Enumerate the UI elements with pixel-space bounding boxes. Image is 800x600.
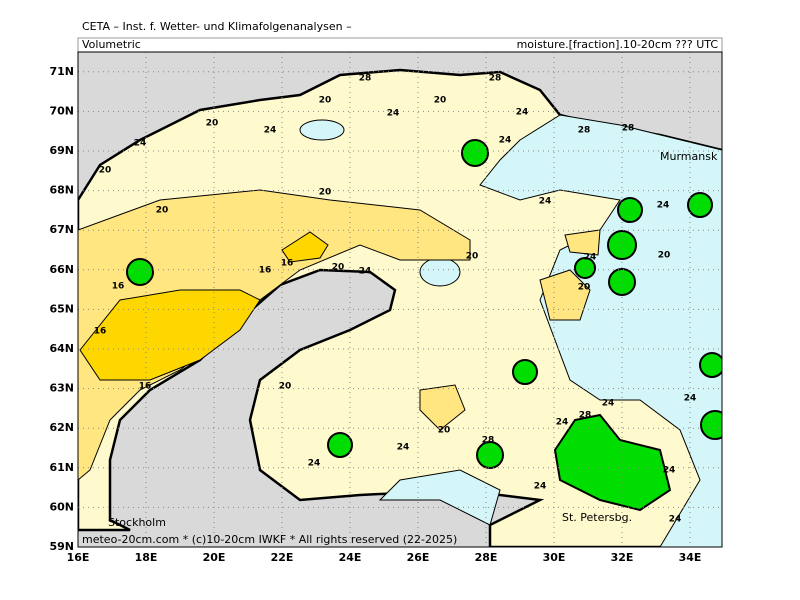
lat-tick-label: 64N: [49, 342, 74, 355]
lat-tick-label: 66N: [49, 263, 74, 276]
wet-zone: [299, 119, 345, 141]
contour-label: 24: [308, 459, 321, 469]
contour-label: 20: [156, 206, 169, 216]
contour-label: 20: [658, 251, 671, 261]
wet-zone: [378, 469, 501, 526]
institute-title: CETA – Inst. f. Wetter- und Klimafolgena…: [82, 20, 352, 33]
contour-label: 24: [663, 466, 676, 476]
lon-tick-label: 24E: [339, 551, 362, 564]
contour-label: 28: [359, 74, 372, 84]
wet-zone: [479, 114, 722, 547]
place-label: Stockholm: [108, 516, 166, 529]
contour-label: 16: [94, 327, 107, 337]
lat-tick-label: 68N: [49, 184, 74, 197]
contour-label: 28: [579, 411, 592, 421]
contour-label: 24: [602, 399, 615, 409]
lat-tick-label: 67N: [49, 223, 74, 236]
saturated-spots: [126, 139, 722, 512]
contour-label: 24: [499, 136, 512, 146]
place-label: Murmansk: [660, 150, 718, 163]
very-dry-zone: [281, 231, 329, 263]
contour-label: 24: [669, 515, 682, 525]
lat-tick-label: 65N: [49, 302, 74, 315]
contour-label: 16: [112, 282, 125, 292]
contour-labels: 28 28 20 20 24 24 20 24 28 28 24 24 20 20 24 20 24 20 16 16…: [94, 74, 697, 525]
field-label: moisture.[fraction].10-20cm ??? UTC: [517, 38, 719, 51]
place-label: St. Petersbg.: [562, 511, 632, 524]
dry-zone: [78, 189, 471, 481]
contour-label: 16: [281, 259, 294, 269]
contour-label: 20: [279, 382, 292, 392]
contour-label: 20: [206, 119, 219, 129]
lat-tick-label: 60N: [49, 500, 74, 513]
graticule: 16E 18E 20E 22E 24E 26E 28E 30E 32E 34E 59N 60N 61N 6…: [49, 52, 722, 564]
contour-label: 24: [264, 126, 277, 136]
contour-label: 20: [99, 166, 112, 176]
contour-label: 24: [359, 267, 372, 277]
contour-label: 28: [489, 74, 502, 84]
map-frame: [77, 51, 723, 548]
lon-tick-label: 22E: [271, 551, 294, 564]
lon-tick-label: 34E: [679, 551, 702, 564]
contour-label: 24: [387, 109, 400, 119]
contour-label: 20: [438, 426, 451, 436]
lat-tick-label: 61N: [49, 461, 74, 474]
contour-label: 24: [397, 443, 410, 453]
lon-tick-label: 18E: [135, 551, 158, 564]
lon-tick-label: 32E: [611, 551, 634, 564]
lat-tick-label: 70N: [49, 104, 74, 117]
lon-tick-label: 28E: [475, 551, 498, 564]
dry-zone: [564, 229, 601, 256]
lon-tick-label: 30E: [543, 551, 566, 564]
contour-label: 20: [319, 188, 332, 198]
contour-label: 28: [482, 436, 495, 446]
contour-label: 16: [259, 266, 272, 276]
contour-label: 24: [539, 197, 552, 207]
contour-label: 24: [584, 253, 597, 263]
lat-tick-label: 59N: [49, 540, 74, 553]
contour-label: 28: [578, 126, 591, 136]
contour-label: 24: [516, 108, 529, 118]
contour-label: 24: [684, 394, 697, 404]
dry-zone: [539, 269, 591, 321]
map-area: [78, 52, 722, 547]
contour-label: 20: [332, 263, 345, 273]
contour-label: 24: [534, 482, 547, 492]
lon-tick-label: 20E: [203, 551, 226, 564]
lon-tick-label: 26E: [407, 551, 430, 564]
contour-label: 24: [134, 139, 147, 149]
contour-label: 16: [139, 382, 152, 392]
lat-tick-label: 62N: [49, 421, 74, 434]
wet-zone: [419, 257, 461, 287]
contour-label: 20: [434, 96, 447, 106]
lat-tick-label: 63N: [49, 382, 74, 395]
very-dry-zone: [79, 289, 261, 381]
lat-tick-label: 71N: [49, 65, 74, 78]
lon-tick-label: 16E: [67, 551, 90, 564]
dry-zone: [419, 384, 466, 431]
contour-label: 28: [622, 124, 635, 134]
contour-label: 20: [578, 283, 591, 293]
contour-label: 24: [556, 418, 569, 428]
lat-tick-label: 69N: [49, 144, 74, 157]
contour-label: 20: [319, 96, 332, 106]
quantity-label: Volumetric: [82, 38, 141, 51]
contour-label: 20: [466, 252, 479, 262]
contour-label: 24: [657, 201, 670, 211]
footer: meteo-20cm.com * (c)10-20cm IWKF * All r…: [82, 533, 457, 546]
